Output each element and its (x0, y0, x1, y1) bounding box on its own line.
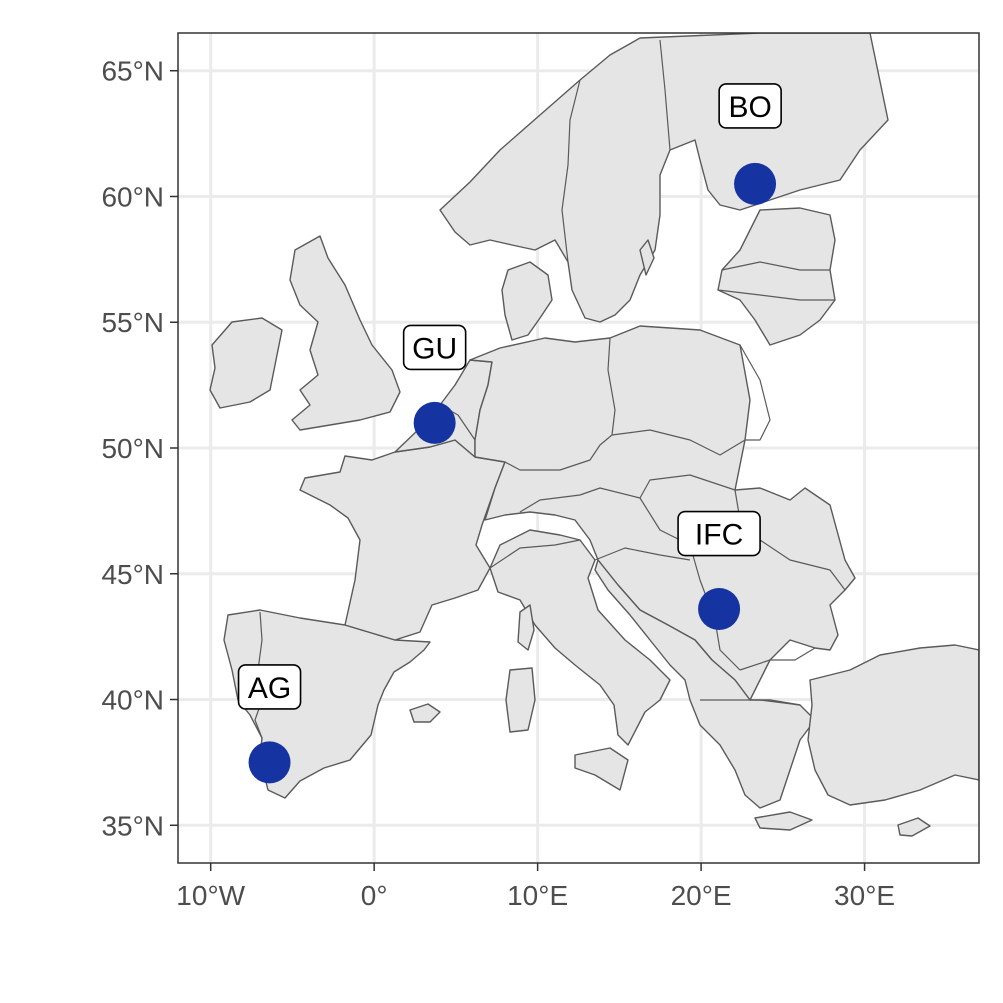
land-corsica (517, 604, 535, 651)
border-sweden-finland (659, 39, 671, 151)
y-tick-label: 65°N (101, 56, 164, 87)
y-tick-label: 60°N (101, 181, 164, 212)
land-italy (489, 529, 671, 746)
site-label: BO (728, 91, 771, 124)
site-point-bo (734, 162, 777, 205)
land-denmark (501, 261, 553, 341)
land-crete (754, 811, 813, 831)
border-belarus-ukraine (739, 344, 771, 441)
land-anatolia (807, 644, 979, 806)
sites: BO GU IFC AG (237, 83, 782, 784)
land-baleares (409, 703, 441, 723)
land-ireland (209, 317, 283, 409)
land-gotland (639, 239, 655, 276)
land-sardinia (505, 667, 536, 733)
site-label: AG (248, 672, 291, 705)
y-tick-label: 50°N (101, 433, 164, 464)
site-point-gu (413, 401, 456, 444)
border-bulgaria (739, 647, 816, 671)
land-central-europe (469, 325, 856, 701)
site-label-box (718, 83, 782, 129)
land-cyprus (897, 817, 931, 837)
border-poland-south (611, 429, 746, 456)
site-point-ag (248, 741, 291, 784)
border-italy-north (489, 539, 581, 569)
x-tick-label: 10°W (176, 880, 245, 911)
land-great-britain (289, 235, 401, 431)
border-slovenia-croatia (594, 547, 691, 561)
site-label-box (402, 324, 467, 371)
border-baltic-inner (717, 261, 835, 301)
border-czech-austria (519, 474, 736, 513)
site-label-box (677, 510, 761, 557)
border-germany-poland (607, 337, 616, 436)
border-greece (700, 699, 801, 706)
land-sicily (574, 747, 629, 791)
axes: 10°W 0° 10°E 20°E 30°E 35°N 40°N 45°N 50°N 55°N 60… (101, 56, 895, 911)
y-tick-label: 55°N (101, 307, 164, 338)
land-baltics (717, 207, 836, 346)
x-tick-label: 30°E (834, 880, 895, 911)
land-balkans (594, 559, 816, 809)
y-tick-label: 35°N (101, 810, 164, 841)
site-point-ifc (698, 587, 741, 630)
y-tick-label: 45°N (101, 559, 164, 590)
x-tick-label: 0° (361, 880, 388, 911)
border-germany-south (504, 434, 613, 471)
site-label: IFC (695, 519, 743, 552)
site-label: GU (412, 332, 457, 365)
y-tick-label: 40°N (101, 685, 164, 716)
x-tick-label: 20°E (671, 880, 732, 911)
site-label-box (237, 664, 302, 710)
border-norway-sweden (561, 79, 581, 263)
x-tick-label: 10°E (507, 880, 568, 911)
